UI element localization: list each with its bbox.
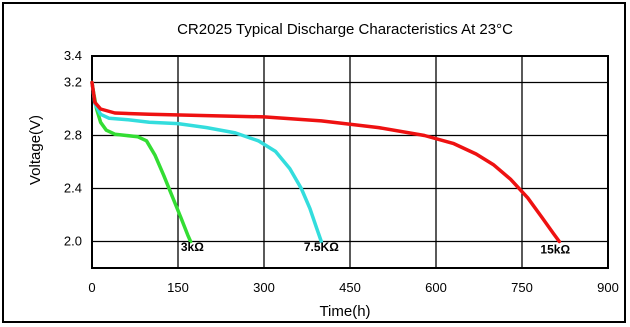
tick-labels: 0 150 300 450 600 750 900 2.0 2.4 2.8 3.2 3.4	[64, 48, 619, 295]
curve-label: 3kΩ	[181, 240, 204, 254]
x-tick-label: 450	[339, 280, 361, 295]
y-tick-label: 2.8	[64, 128, 82, 143]
curve-label: 15kΩ	[540, 242, 570, 256]
y-tick-label: 2.0	[64, 234, 82, 249]
y-axis-label: Voltage(V)	[27, 115, 44, 185]
y-tick-label: 2.4	[64, 181, 82, 196]
x-tick-label: 750	[511, 280, 533, 295]
series-line	[90, 80, 324, 244]
x-tick-label: 0	[88, 280, 95, 295]
series-line	[90, 80, 193, 244]
chart-title: CR2025 Typical Discharge Characteristics…	[177, 21, 513, 38]
series-group	[90, 80, 562, 244]
y-tick-label: 3.4	[64, 48, 82, 63]
x-tick-label: 150	[167, 280, 189, 295]
y-tick-label: 3.2	[64, 75, 82, 90]
series-line	[90, 80, 562, 244]
annotations: 3kΩ 7.5KΩ 15kΩ	[181, 240, 571, 257]
plot-border	[91, 55, 609, 269]
x-tick-label: 300	[253, 280, 275, 295]
curve-label: 7.5KΩ	[304, 240, 339, 254]
grid	[91, 55, 609, 268]
x-tick-label: 900	[597, 280, 619, 295]
x-tick-label: 600	[425, 280, 447, 295]
x-axis-label: Time(h)	[319, 303, 370, 320]
